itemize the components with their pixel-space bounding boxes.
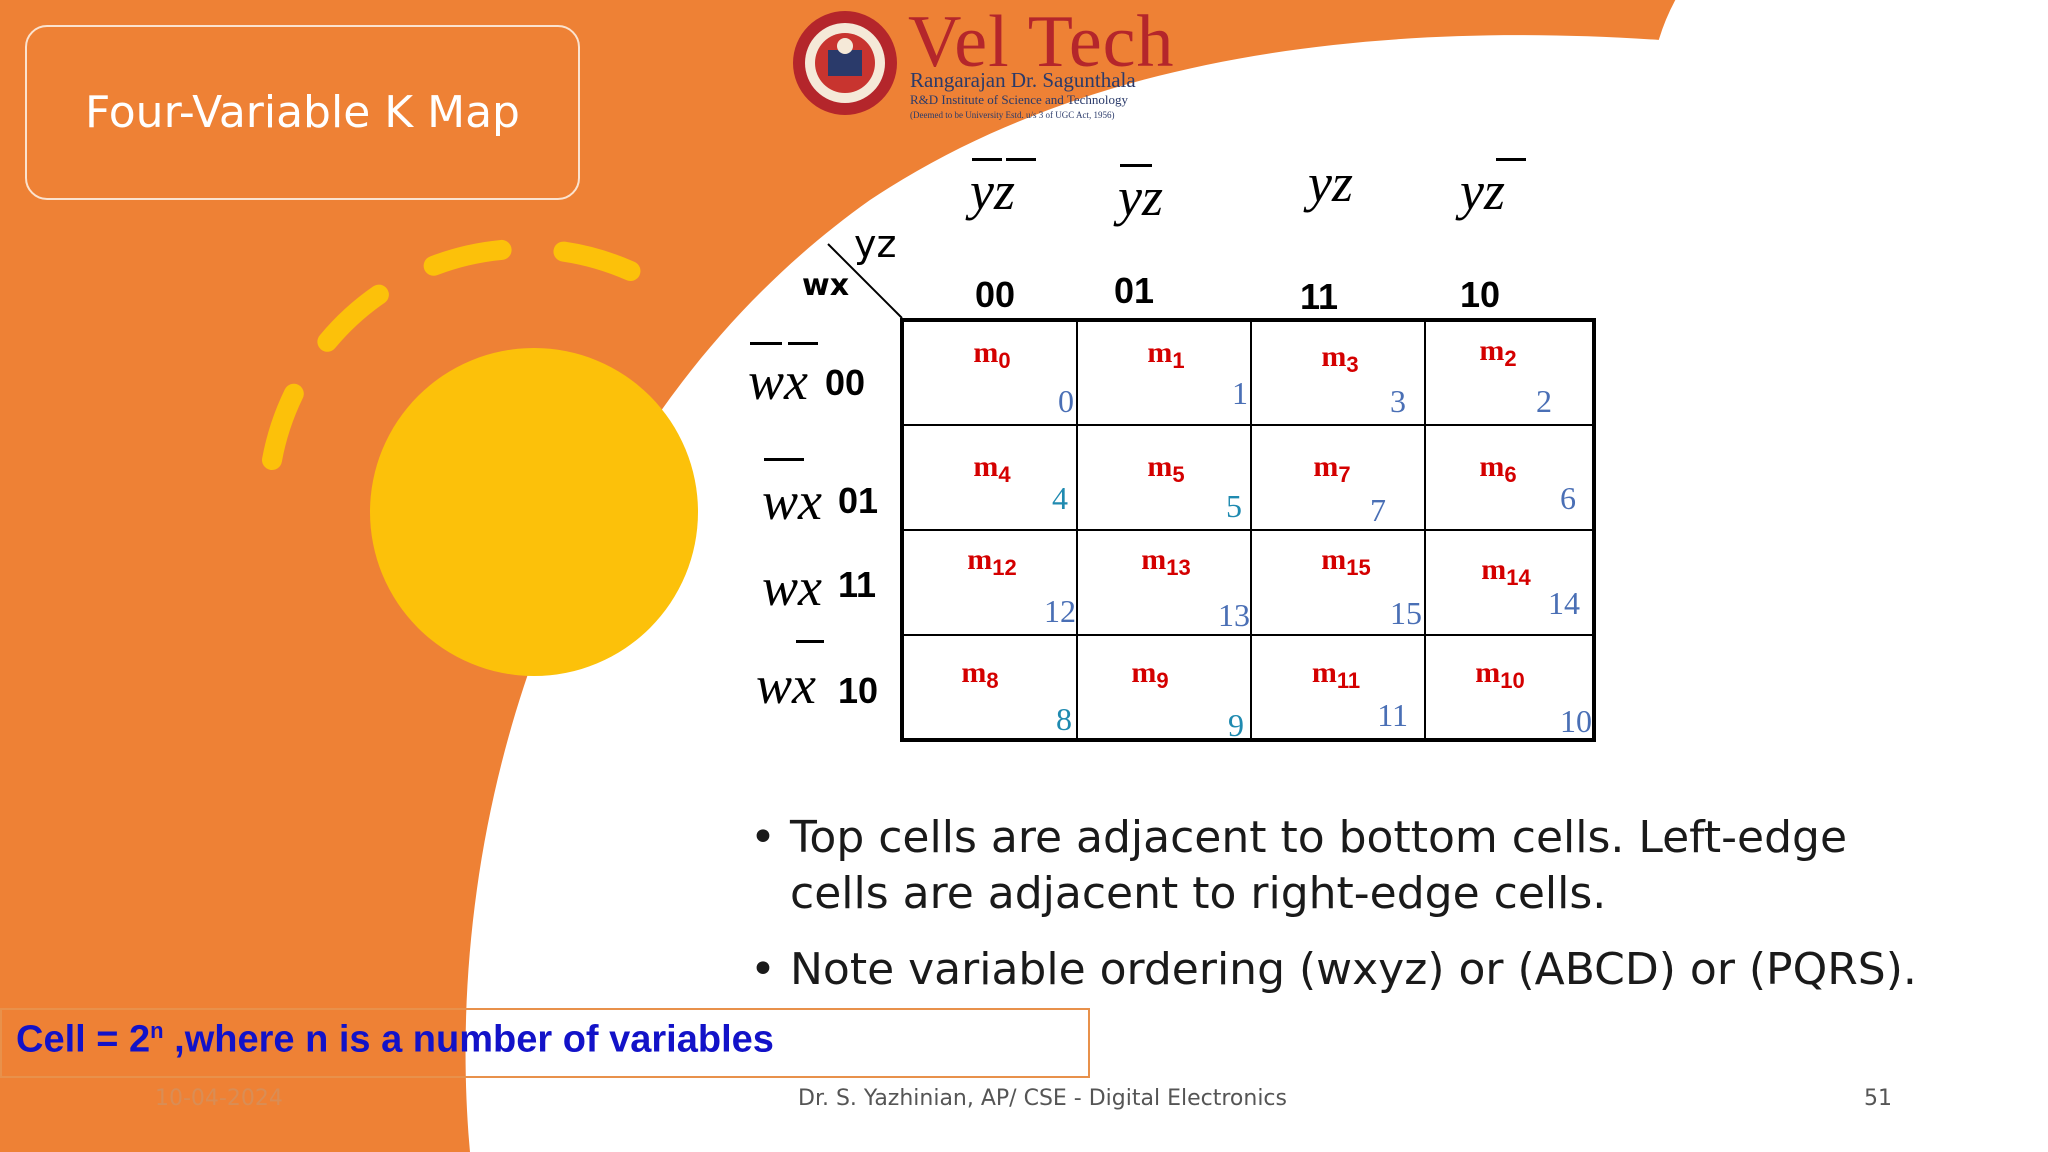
vel-tech-logo: Vel Tech Rangarajan Dr. Sagunthala R&D I… xyxy=(790,1,1210,122)
page-number: 51 xyxy=(1864,1086,1892,1111)
minterm-label: m4 xyxy=(973,450,1011,487)
minterm-label: m15 xyxy=(1321,543,1371,580)
kmap-cell: m15 15 xyxy=(1252,531,1426,636)
minterm-label: m12 xyxy=(967,543,1017,580)
col-header-var-0: yz xyxy=(970,158,1036,222)
row-code-2: 11 xyxy=(838,564,877,605)
kmap-cell: m11 11 xyxy=(1252,636,1426,738)
cell-index: 8 xyxy=(1056,701,1072,737)
cell-index: 1 xyxy=(1232,375,1248,411)
white-bump-shape xyxy=(1650,0,2048,310)
kmap-corner-row-label: wx xyxy=(802,268,850,303)
sun-ray-arc xyxy=(262,238,690,470)
minterm-label: m1 xyxy=(1147,336,1185,373)
sun-circle xyxy=(370,348,698,676)
kmap-cell: m7 7 xyxy=(1252,426,1426,531)
kmap-cell: m13 13 xyxy=(1078,531,1252,636)
kmap-grid: m0 0 m1 1 m3 3 m2 2 m4 4 m5 5 m7 7 m6 6 m12 12 m1… xyxy=(900,318,1596,743)
row-header-var-1: wx xyxy=(762,458,822,532)
kmap-corner-diagonal xyxy=(827,243,903,319)
minterm-label: m6 xyxy=(1479,450,1517,487)
minterm-label: m3 xyxy=(1321,340,1359,377)
kmap-cell: m1 1 xyxy=(1078,322,1252,426)
col-code-2: 11 xyxy=(1300,276,1339,317)
cell-index: 9 xyxy=(1228,707,1244,743)
kmap-corner-col-label: yz xyxy=(854,222,897,266)
minterm-label: m2 xyxy=(1479,334,1517,371)
logo-name: Vel Tech xyxy=(908,1,1175,83)
slide-title-box: Four-Variable K Map xyxy=(25,25,580,200)
kmap-cell: m2 2 xyxy=(1426,322,1592,426)
kmap-cell: m8 8 xyxy=(904,636,1078,738)
minterm-label: m7 xyxy=(1313,450,1351,487)
kmap-cell: m4 4 xyxy=(904,426,1078,531)
minterm-label: m0 xyxy=(973,336,1011,373)
minterm-label: m10 xyxy=(1475,656,1525,693)
logo-line3: (Deemed to be University Estd. u/s 3 of … xyxy=(910,110,1115,120)
bullet-list: • Top cells are adjacent to bottom cells.… xyxy=(750,810,1950,1018)
cell-index: 5 xyxy=(1226,488,1242,524)
minterm-label: m5 xyxy=(1147,450,1185,487)
footer-date: 10-04-2024 xyxy=(155,1086,283,1111)
kmap-cell: m14 14 xyxy=(1426,531,1592,636)
minterm-label: m14 xyxy=(1481,553,1531,590)
col-code-3: 10 xyxy=(1460,274,1501,315)
cell-index: 14 xyxy=(1548,585,1580,621)
kmap-cell: m9 9 xyxy=(1078,636,1252,743)
row-header-var-0: wx xyxy=(748,342,818,412)
white-sweep-shape xyxy=(465,0,2048,1152)
cell-index: 15 xyxy=(1390,595,1422,631)
row-header-var-2: wx xyxy=(762,557,822,617)
row-code-3: 10 xyxy=(838,670,879,711)
cell-index: 0 xyxy=(1058,383,1074,419)
slide-title: Four-Variable K Map xyxy=(85,87,520,138)
cell-index: 12 xyxy=(1044,593,1076,629)
minterm-label: m11 xyxy=(1311,656,1361,693)
minterm-label: m9 xyxy=(1131,656,1169,693)
logo-line1: Rangarajan Dr. Sagunthala xyxy=(910,68,1136,92)
cell-index: 7 xyxy=(1370,492,1386,528)
bullet-item: • Top cells are adjacent to bottom cells.… xyxy=(750,812,1848,919)
col-header-var-3: yz xyxy=(1460,158,1526,222)
row-code-0: 00 xyxy=(825,362,866,403)
logo-line2: R&D Institute of Science and Technology xyxy=(910,92,1128,107)
formula-box xyxy=(0,1008,1090,1078)
cell-index: 6 xyxy=(1560,480,1576,516)
university-seal-icon xyxy=(793,11,897,115)
row-code-1: 01 xyxy=(838,480,879,521)
cell-index: 11 xyxy=(1377,697,1408,733)
kmap-cell: m3 3 xyxy=(1252,322,1426,426)
minterm-label: m8 xyxy=(961,656,999,693)
cell-index: 4 xyxy=(1052,480,1068,516)
kmap-cell: m6 6 xyxy=(1426,426,1592,531)
kmap-cell: m0 0 xyxy=(904,322,1078,426)
cell-index: 3 xyxy=(1390,383,1406,419)
cell-index: 10 xyxy=(1560,703,1592,739)
cell-index: 2 xyxy=(1536,383,1552,419)
cell-index: 13 xyxy=(1218,597,1250,633)
bullet-item: • Note variable ordering (wxyz) or (ABCD)… xyxy=(750,944,1917,995)
kmap-cell: m12 12 xyxy=(904,531,1078,636)
footer-author: Dr. S. Yazhinian, AP/ CSE - Digital Elec… xyxy=(798,1086,1287,1111)
col-header-var-2: yz xyxy=(1308,153,1353,213)
col-code-1: 01 xyxy=(1114,270,1155,311)
minterm-label: m13 xyxy=(1141,543,1191,580)
col-code-0: 00 xyxy=(975,274,1016,315)
col-header-var-1: yz xyxy=(1118,164,1163,228)
row-header-var-3: wx xyxy=(756,640,824,716)
kmap-cell: m5 5 xyxy=(1078,426,1252,531)
kmap-cell: m10 10 xyxy=(1426,636,1592,739)
cell-count-formula: Cell = 2n ,where n is a number of variab… xyxy=(16,1018,774,1061)
